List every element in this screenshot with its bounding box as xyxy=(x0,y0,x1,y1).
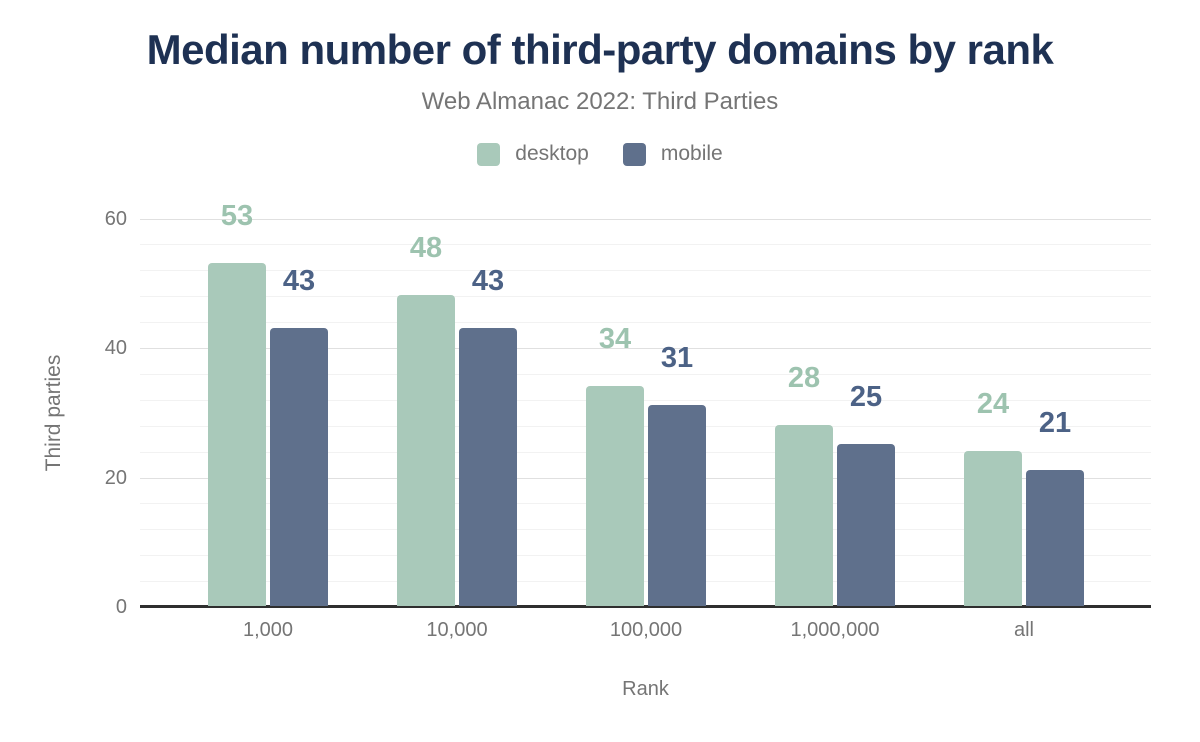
bar-desktop xyxy=(964,451,1022,606)
bar-desktop xyxy=(586,386,644,606)
gridline-minor xyxy=(140,581,1151,582)
value-label-mobile: 43 xyxy=(282,265,316,297)
legend-item-mobile: mobile xyxy=(622,142,723,166)
bar-desktop xyxy=(208,263,266,606)
gridline-major xyxy=(140,478,1151,479)
bar-mobile xyxy=(837,444,895,606)
gridline-minor xyxy=(140,426,1151,427)
gridline-minor xyxy=(140,529,1151,530)
value-label-mobile: 21 xyxy=(1038,407,1072,439)
gridline-major xyxy=(140,348,1151,349)
gridline-minor xyxy=(140,270,1151,271)
y-tick-label: 20 xyxy=(104,467,127,489)
value-label-desktop: 48 xyxy=(409,232,443,264)
legend-label-mobile: mobile xyxy=(660,142,723,165)
value-label-desktop: 28 xyxy=(787,362,821,394)
y-tick-label: 0 xyxy=(115,596,127,618)
legend-item-desktop: desktop xyxy=(477,142,589,166)
chart-subtitle: Web Almanac 2022: Third Parties xyxy=(421,88,779,115)
value-label-mobile: 43 xyxy=(471,265,505,297)
gridline-minor xyxy=(140,322,1151,323)
gridline-minor xyxy=(140,244,1151,245)
bar-mobile xyxy=(1026,470,1084,606)
x-tick-label: all xyxy=(1013,619,1034,641)
y-tick-label: 40 xyxy=(104,337,127,359)
bar-desktop xyxy=(397,295,455,606)
x-tick-label: 1,000 xyxy=(242,619,294,641)
bar-mobile xyxy=(270,328,328,606)
gridline-minor xyxy=(140,374,1151,375)
x-tick-label: 100,000 xyxy=(609,619,683,641)
value-label-desktop: 34 xyxy=(598,323,632,355)
gridline-minor xyxy=(140,452,1151,453)
gridline-minor xyxy=(140,503,1151,504)
gridline-minor xyxy=(140,555,1151,556)
legend-label-desktop: desktop xyxy=(515,142,589,165)
y-tick-label: 60 xyxy=(104,208,127,230)
x-axis-line xyxy=(140,605,1151,608)
desktop-swatch-icon xyxy=(477,142,501,166)
value-label-mobile: 25 xyxy=(849,381,883,413)
bar-desktop xyxy=(775,425,833,606)
bar-mobile xyxy=(459,328,517,606)
gridline-minor xyxy=(140,296,1151,297)
x-tick-label: 10,000 xyxy=(426,619,488,641)
gridline-major xyxy=(140,219,1151,220)
x-axis-title: Rank xyxy=(622,678,669,700)
value-label-desktop: 53 xyxy=(220,200,254,232)
y-axis-title: Third parties xyxy=(42,354,65,472)
legend: desktop mobile xyxy=(0,142,1200,166)
bar-mobile xyxy=(648,405,706,606)
x-tick-label: 1,000,000 xyxy=(790,619,880,641)
value-label-desktop: 24 xyxy=(976,388,1010,420)
chart-title: Median number of third-party domains by … xyxy=(146,26,1054,73)
mobile-swatch-icon xyxy=(622,142,646,166)
value-label-mobile: 31 xyxy=(660,342,694,374)
gridline-minor xyxy=(140,400,1151,401)
